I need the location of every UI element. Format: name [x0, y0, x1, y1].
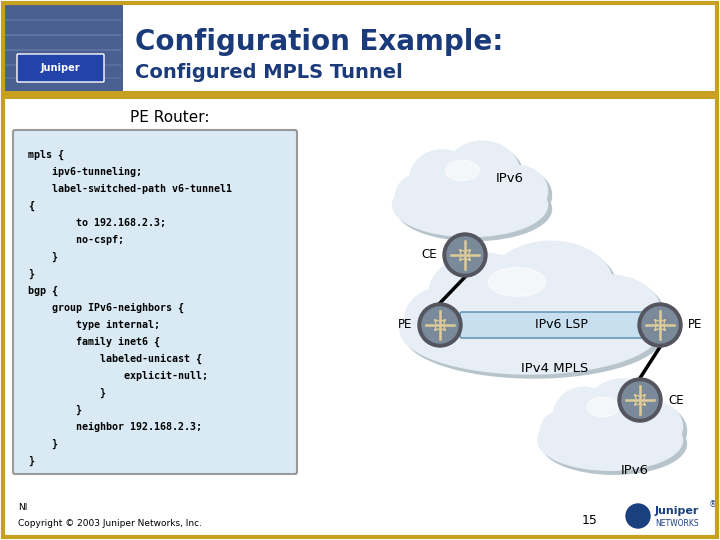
Text: explicit-null;: explicit-null;	[28, 371, 208, 381]
FancyBboxPatch shape	[460, 312, 662, 338]
FancyBboxPatch shape	[3, 3, 123, 91]
FancyBboxPatch shape	[618, 495, 717, 537]
Circle shape	[447, 237, 483, 273]
Ellipse shape	[409, 291, 492, 352]
FancyBboxPatch shape	[17, 54, 104, 82]
Circle shape	[618, 378, 662, 422]
Ellipse shape	[428, 253, 538, 336]
Ellipse shape	[557, 391, 618, 448]
Ellipse shape	[587, 379, 657, 440]
Text: }: }	[28, 269, 34, 279]
Text: Juniper: Juniper	[655, 506, 699, 516]
Text: {: {	[28, 201, 34, 211]
Ellipse shape	[395, 174, 445, 218]
Ellipse shape	[554, 387, 614, 444]
Text: IPv6: IPv6	[496, 172, 524, 185]
Text: mpls {: mpls {	[28, 150, 64, 160]
Text: }: }	[28, 456, 34, 466]
Text: no-cspf;: no-cspf;	[28, 235, 124, 245]
Ellipse shape	[445, 141, 520, 205]
Circle shape	[626, 504, 650, 528]
Ellipse shape	[560, 279, 664, 351]
Ellipse shape	[405, 287, 488, 348]
Ellipse shape	[392, 173, 547, 237]
Text: Configuration Example:: Configuration Example:	[135, 28, 503, 56]
Text: IPv4 MPLS: IPv4 MPLS	[521, 361, 589, 375]
Ellipse shape	[449, 145, 523, 208]
Ellipse shape	[629, 406, 686, 456]
Text: PE: PE	[688, 319, 703, 332]
Text: Configured MPLS Tunnel: Configured MPLS Tunnel	[135, 63, 402, 82]
Text: bgp {: bgp {	[28, 286, 58, 296]
Circle shape	[642, 307, 678, 343]
Ellipse shape	[445, 160, 480, 181]
Text: CE: CE	[668, 394, 683, 407]
Ellipse shape	[413, 154, 479, 214]
Ellipse shape	[541, 410, 587, 452]
FancyBboxPatch shape	[3, 3, 717, 91]
Text: NI: NI	[18, 503, 27, 512]
Text: PE: PE	[397, 319, 412, 332]
Ellipse shape	[538, 410, 683, 470]
Text: Juniper: Juniper	[40, 63, 80, 73]
Text: ipv6-tunneling;: ipv6-tunneling;	[28, 167, 142, 177]
Ellipse shape	[400, 286, 660, 374]
Ellipse shape	[488, 268, 546, 296]
Ellipse shape	[485, 165, 547, 217]
Ellipse shape	[488, 241, 613, 329]
Ellipse shape	[410, 150, 474, 210]
Ellipse shape	[397, 177, 552, 241]
Ellipse shape	[544, 414, 591, 456]
Text: label-switched-path v6-tunnel1: label-switched-path v6-tunnel1	[28, 184, 232, 194]
Text: ®: ®	[709, 501, 717, 510]
Ellipse shape	[433, 257, 541, 340]
Circle shape	[622, 382, 658, 418]
FancyBboxPatch shape	[13, 130, 297, 474]
Ellipse shape	[400, 178, 449, 221]
Circle shape	[638, 303, 682, 347]
Text: CE: CE	[421, 248, 437, 261]
Circle shape	[418, 303, 462, 347]
Ellipse shape	[587, 397, 618, 417]
Ellipse shape	[541, 414, 686, 474]
Text: IPv6 LSP: IPv6 LSP	[534, 319, 588, 332]
Text: PE Router:: PE Router:	[130, 111, 210, 125]
Text: to 192.168.2.3;: to 192.168.2.3;	[28, 218, 166, 228]
Ellipse shape	[492, 245, 617, 333]
Circle shape	[422, 307, 458, 343]
Text: }: }	[28, 405, 82, 415]
Text: type internal;: type internal;	[28, 320, 160, 330]
Text: }: }	[28, 388, 106, 398]
Ellipse shape	[490, 170, 552, 221]
Text: Copyright © 2003 Juniper Networks, Inc.: Copyright © 2003 Juniper Networks, Inc.	[18, 518, 202, 528]
Text: group IPv6-neighbors {: group IPv6-neighbors {	[28, 303, 184, 313]
Text: 15: 15	[582, 514, 598, 526]
Text: }: }	[28, 439, 58, 449]
Text: neighbor 192.168.2.3;: neighbor 192.168.2.3;	[28, 422, 202, 432]
Circle shape	[443, 233, 487, 277]
Text: }: }	[28, 252, 58, 262]
Ellipse shape	[624, 402, 683, 451]
Text: NETWORKS: NETWORKS	[655, 519, 698, 529]
Ellipse shape	[591, 383, 660, 443]
Text: IPv6: IPv6	[621, 463, 649, 476]
Text: family inet6 {: family inet6 {	[28, 337, 160, 347]
FancyBboxPatch shape	[3, 91, 717, 99]
Ellipse shape	[556, 275, 660, 347]
Ellipse shape	[404, 290, 664, 378]
Text: labeled-unicast {: labeled-unicast {	[28, 354, 202, 364]
